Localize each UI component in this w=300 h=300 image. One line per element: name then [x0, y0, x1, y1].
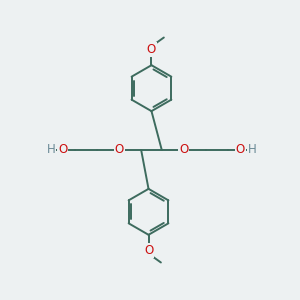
Text: H: H — [248, 143, 256, 157]
Text: O: O — [144, 244, 153, 256]
Text: O: O — [179, 143, 188, 157]
Text: O: O — [236, 143, 245, 157]
Text: O: O — [147, 44, 156, 56]
Text: O: O — [115, 143, 124, 157]
Text: H: H — [46, 143, 55, 157]
Text: O: O — [58, 143, 67, 157]
